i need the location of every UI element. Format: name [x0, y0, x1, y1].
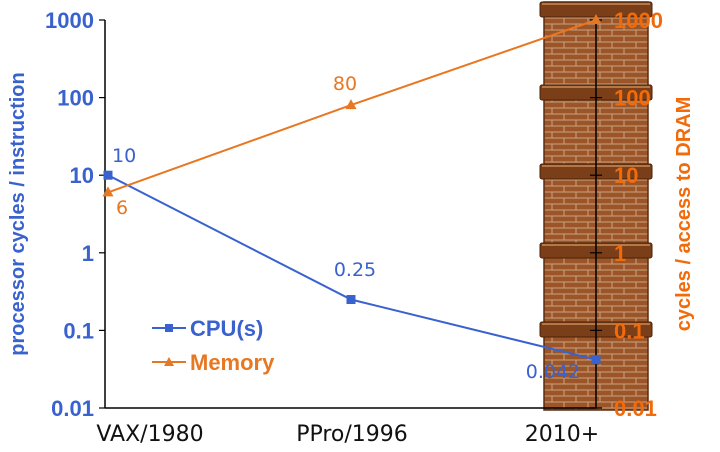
cpu-point: [346, 295, 356, 305]
memory-point: [345, 99, 357, 110]
memory-point: [590, 14, 602, 24]
y-ticks-right: 1000 100 10 1 0.1 0.01: [590, 8, 663, 421]
legend-item-memory: Memory: [152, 350, 275, 375]
x-tick-label: VAX/1980: [96, 422, 203, 447]
y-tick-right-label: 0.01: [614, 396, 657, 421]
legend-memory-marker: [164, 357, 174, 366]
cpu-point: [103, 170, 113, 180]
memory-data-label: 80: [333, 73, 357, 95]
cpu-data-label: 0.25: [334, 259, 376, 281]
legend-cpu-label: CPU(s): [190, 316, 263, 341]
y-axis-left-label: processor cycles / instruction: [7, 72, 29, 355]
x-tick-label: 2010+: [525, 422, 599, 447]
memory-point: [102, 186, 114, 197]
x-ticks: VAX/1980 PPro/1996 2010+: [96, 422, 599, 447]
y-tick-left-label: 1: [82, 241, 94, 266]
y-tick-left-label: 100: [57, 86, 94, 111]
y-tick-left-label: 10: [70, 163, 94, 188]
cpu-data-label: 10: [112, 145, 136, 167]
cpu-point: [591, 355, 601, 365]
memory-data-label: 6: [116, 197, 128, 219]
legend-item-cpu: CPU(s): [152, 316, 263, 341]
y-axis-right-label: cycles / access to DRAM: [673, 97, 695, 332]
y-tick-right-label: 1000: [614, 8, 663, 33]
y-tick-left-label: 0.01: [51, 396, 94, 421]
cpu-data-label: 0.042: [526, 361, 580, 383]
legend: CPU(s) Memory: [152, 316, 275, 375]
y-tick-right-label: 0.1: [614, 318, 645, 343]
y-tick-left-label: 1000: [45, 8, 94, 33]
y-tick-right-label: 10: [614, 163, 638, 188]
legend-cpu-marker: [165, 324, 173, 332]
series-layer: [102, 14, 602, 365]
axes: [104, 20, 597, 409]
y-ticks-left: 1000 100 10 1 0.1 0.01: [45, 8, 105, 421]
y-tick-right-label: 1: [614, 241, 626, 266]
data-labels: 10 0.25 0.042 6 80: [112, 73, 580, 383]
x-tick-label: PPro/1996: [296, 422, 408, 447]
y-tick-left-label: 0.1: [63, 318, 94, 343]
y-tick-right-label: 100: [614, 86, 651, 111]
legend-memory-label: Memory: [190, 350, 275, 375]
